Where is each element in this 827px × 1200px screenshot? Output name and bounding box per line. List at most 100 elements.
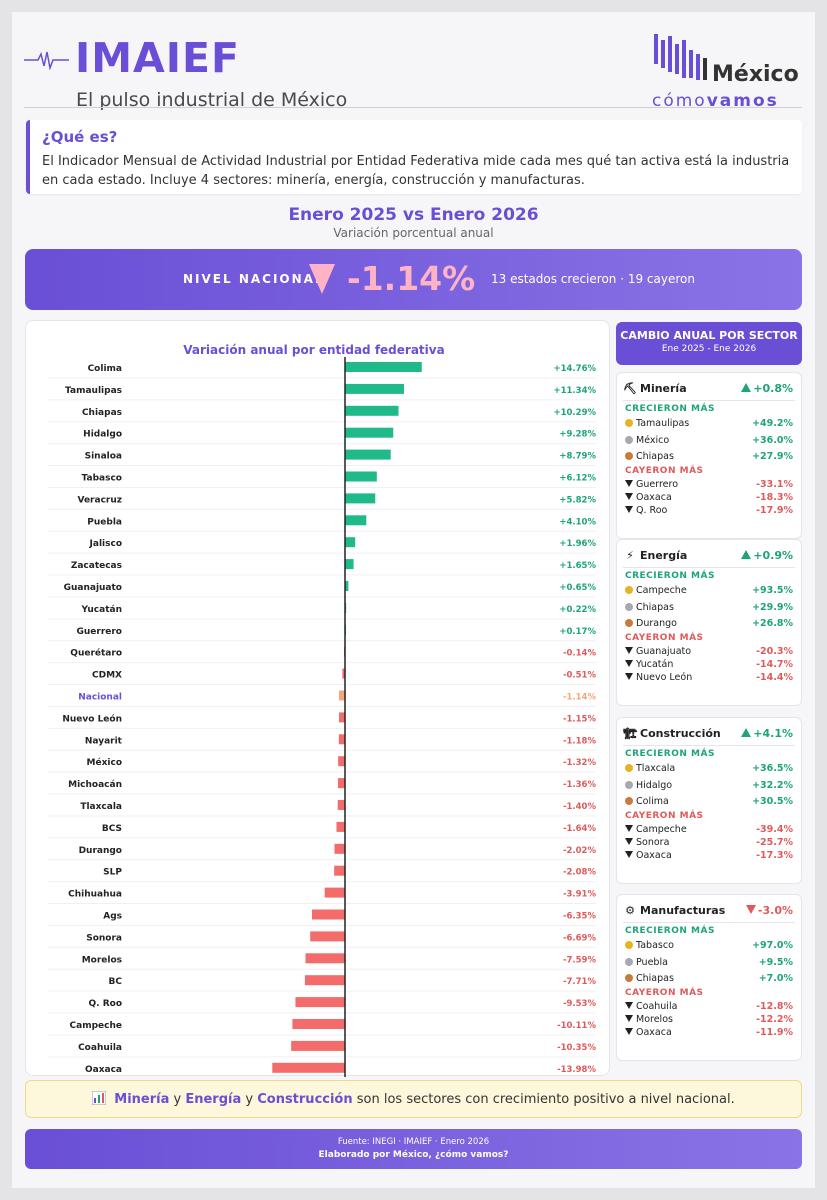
bar: [291, 1040, 345, 1051]
grow-label: CRECIERON MÁS: [625, 749, 715, 759]
sector-total: +0.9%: [741, 549, 793, 562]
category-label: Q. Roo: [89, 999, 123, 1009]
fall-label: CAYERON MÁS: [625, 466, 704, 476]
bar: [272, 1062, 345, 1073]
bar: [292, 1019, 345, 1029]
logo-text-bottom: cómovamos: [652, 91, 779, 111]
fall-row: Guerrero -33.1%: [625, 479, 793, 492]
up-arrow-icon: [741, 728, 752, 737]
value-label: -7.71%: [563, 977, 596, 987]
value-label: -1.64%: [563, 824, 596, 834]
bar: [345, 559, 354, 570]
value-label: +6.12%: [559, 474, 596, 484]
grow-label: CRECIERON MÁS: [625, 926, 715, 936]
medal-icon: [625, 619, 633, 627]
category-label: BCS: [102, 824, 122, 834]
fall-row: Yucatán -14.7%: [625, 659, 793, 672]
medal-icon: [625, 764, 633, 772]
down-triangle-icon: [625, 838, 633, 845]
chart-title: Variación anual por entidad federativa: [183, 343, 444, 357]
value-label: +10.29%: [553, 408, 596, 418]
bar: [342, 668, 345, 679]
category-label: Campeche: [70, 1021, 122, 1031]
medal-icon: [625, 780, 633, 789]
note-rest: son los sectores con crecimiento positiv…: [352, 1092, 735, 1107]
category-label: Tlaxcala: [80, 802, 122, 812]
grow-row: Hidalgo +32.2%: [625, 780, 793, 793]
category-label: Veracruz: [77, 495, 122, 505]
fall-label: CAYERON MÁS: [625, 633, 704, 643]
grow-row: Durango +26.8%: [625, 618, 793, 631]
category-label: Sinaloa: [85, 452, 122, 462]
category-label: Querétaro: [70, 648, 122, 659]
header-divider: [24, 107, 802, 108]
value-label: +8.79%: [559, 452, 596, 462]
logo: México cómovamos: [652, 34, 807, 111]
bar: [339, 690, 345, 701]
fall-row: Campeche -39.4%: [625, 824, 793, 837]
value-label: -1.40%: [563, 802, 596, 812]
category-label: Jalisco: [89, 539, 122, 549]
card-divider: [623, 745, 795, 746]
sector-total: +0.8%: [741, 382, 793, 395]
category-label: Puebla: [87, 517, 122, 527]
sector-card-1: ⚡ Energía +0.9% CRECIERON MÁS Campeche +93.5%…: [616, 539, 802, 706]
note-sector-1: Minería: [114, 1092, 170, 1107]
bar: [295, 997, 345, 1008]
value-label: +1.96%: [559, 539, 596, 549]
down-triangle-icon: [625, 1028, 633, 1035]
note-and-1: y: [169, 1092, 186, 1107]
medal-icon: [625, 941, 633, 949]
grow-row: Campeche +93.5%: [625, 585, 793, 598]
down-triangle-icon: [625, 493, 633, 500]
note-sector-3: Construcción: [257, 1092, 353, 1107]
value-label: -2.08%: [563, 868, 596, 878]
bar: [334, 843, 345, 854]
card-divider: [623, 400, 795, 401]
value-label: -1.18%: [563, 736, 596, 746]
fall-row: Oaxaca -18.3%: [625, 492, 793, 505]
bar: [310, 931, 345, 942]
fall-row: Oaxaca -11.9%: [625, 1027, 793, 1040]
category-label: Michoacán: [68, 780, 122, 790]
lightning-icon: ⚡: [626, 549, 634, 562]
grow-row: Colima +30.5%: [625, 796, 793, 809]
fall-row: Oaxaca -17.3%: [625, 850, 793, 863]
grow-row: México +36.0%: [625, 435, 793, 448]
down-triangle-icon: [625, 1015, 633, 1022]
category-label: CDMX: [92, 671, 122, 681]
medal-icon: [625, 435, 633, 444]
value-label: +0.17%: [559, 627, 596, 637]
card-divider: [623, 922, 795, 923]
value-label: +4.10%: [559, 517, 596, 527]
sector-name: ⛏ Minería: [623, 382, 687, 395]
card-divider: [623, 567, 795, 568]
bar: [337, 778, 345, 789]
category-label: Chiapas: [82, 408, 122, 418]
bar: [345, 427, 394, 438]
category-label: Guerrero: [76, 627, 122, 637]
sector-name: 🏗 Construcción: [623, 727, 721, 740]
category-label: Zacatecas: [71, 561, 122, 571]
medal-icon: [625, 957, 633, 966]
note-and-2: y: [241, 1092, 258, 1107]
grow-label: CRECIERON MÁS: [625, 571, 715, 581]
up-arrow-icon: [741, 383, 752, 392]
value-label: -10.11%: [557, 1021, 596, 1031]
grow-row: Chiapas +29.9%: [625, 602, 793, 615]
down-triangle-icon: [625, 647, 633, 654]
sector-card-3: ⚙ Manufacturas -3.0% CRECIERON MÁS Tabasco +9…: [616, 894, 802, 1061]
bar: [304, 975, 345, 986]
national-value: -1.14%: [347, 259, 476, 298]
bar: [337, 800, 345, 810]
chart-panel: Variación anual por entidad federativa C…: [25, 320, 610, 1077]
fall-label: CAYERON MÁS: [625, 988, 704, 998]
logo-text-top: México: [712, 62, 799, 87]
value-label: -0.51%: [563, 671, 596, 681]
value-label: -10.35%: [557, 1043, 596, 1053]
value-label: +1.65%: [559, 561, 596, 571]
intro-text: El Indicador Mensual de Actividad Indust…: [42, 154, 790, 188]
footer: Fuente: INEGI · IMAIEF · Enero 2026 Elab…: [25, 1129, 802, 1169]
category-label: Nacional: [78, 693, 122, 703]
grow-row: Tamaulipas +49.2%: [625, 418, 793, 431]
